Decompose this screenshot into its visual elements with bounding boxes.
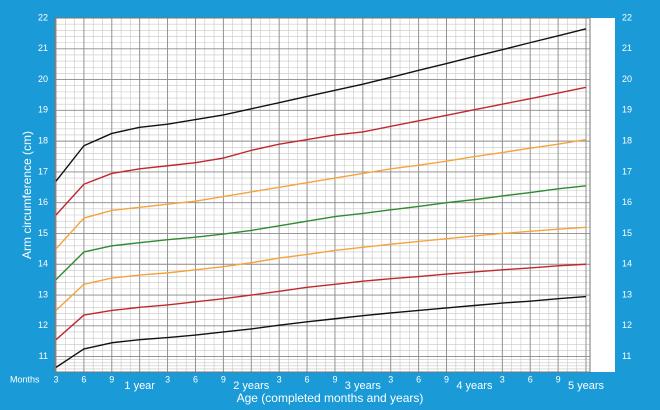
plot-border bbox=[54, 17, 591, 373]
y-tick-label-right: 20 bbox=[622, 74, 632, 84]
y-tick-label-right: 13 bbox=[622, 289, 632, 299]
x-axis-title: Age (completed months and years) bbox=[237, 391, 424, 405]
y-tick-label: 18 bbox=[38, 136, 48, 146]
y-tick-label-right: 19 bbox=[622, 105, 632, 115]
y-tick-label-right: 17 bbox=[622, 166, 632, 176]
y-tick-label: 17 bbox=[38, 166, 48, 176]
series-label: -1 bbox=[600, 221, 611, 235]
y-tick-label: 14 bbox=[38, 259, 48, 269]
y-tick-label: 12 bbox=[38, 320, 48, 330]
y-tick-label-right: 14 bbox=[622, 259, 632, 269]
x-tick-label: 9 bbox=[556, 374, 561, 384]
x-tick-label: 3 bbox=[165, 374, 170, 384]
y-axis-title: Arm circumference (cm) bbox=[20, 131, 34, 259]
x-tick-label: 3 bbox=[500, 374, 505, 384]
series-line bbox=[55, 263, 587, 341]
y-tick-label-right: 21 bbox=[622, 43, 632, 53]
y-tick-label: 22 bbox=[38, 12, 48, 22]
y-tick-label: 16 bbox=[38, 197, 48, 207]
series-label: 1 bbox=[600, 134, 607, 148]
x-tick-label: 2 years bbox=[233, 380, 270, 392]
y-tick-label: 20 bbox=[38, 74, 48, 84]
x-tick-label: 4 years bbox=[456, 380, 493, 392]
x-tick-label: 3 years bbox=[345, 380, 382, 392]
x-tick-label: 3 bbox=[53, 374, 58, 384]
series-line bbox=[55, 138, 587, 250]
x-tick-label: 6 bbox=[193, 374, 198, 384]
series-line bbox=[55, 295, 587, 368]
x-tick-label: 6 bbox=[305, 374, 310, 384]
series-line bbox=[55, 185, 587, 281]
y-tick-label-right: 22 bbox=[622, 12, 632, 22]
x-tick-label: 5 years bbox=[568, 380, 605, 392]
series-label: 2 bbox=[600, 81, 607, 95]
x-tick-label: 1 year bbox=[124, 380, 155, 392]
x-tick-label: 6 bbox=[81, 374, 86, 384]
y-tick-label: 19 bbox=[38, 105, 48, 115]
series-label: -3 bbox=[600, 291, 611, 305]
x-unit-label: Months bbox=[10, 374, 40, 384]
y-tick-label: 11 bbox=[39, 351, 48, 361]
series-line bbox=[55, 28, 587, 182]
series-line bbox=[55, 226, 587, 311]
series-line bbox=[55, 86, 587, 216]
y-tick-label: 13 bbox=[38, 289, 48, 299]
x-tick-label: 3 bbox=[388, 374, 393, 384]
x-tick-label: 9 bbox=[109, 374, 114, 384]
y-tick-label-right: 16 bbox=[622, 197, 632, 207]
y-tick-label-right: 12 bbox=[622, 320, 632, 330]
series-label: -2 bbox=[600, 258, 611, 272]
y-tick-label-right: 18 bbox=[622, 136, 632, 146]
x-tick-label: 9 bbox=[444, 374, 449, 384]
y-tick-label-right: 15 bbox=[622, 228, 632, 238]
x-tick-label: 9 bbox=[332, 374, 337, 384]
series-label: 0 bbox=[600, 180, 607, 194]
x-tick-label: 6 bbox=[528, 374, 533, 384]
y-tick-label: 15 bbox=[38, 228, 48, 238]
y-tick-label: 21 bbox=[38, 43, 48, 53]
y-tick-label-right: 11 bbox=[622, 351, 631, 361]
series-label: 3 bbox=[600, 23, 607, 37]
x-tick-label: 3 bbox=[277, 374, 282, 384]
x-tick-label: 9 bbox=[221, 374, 226, 384]
x-tick-label: 6 bbox=[416, 374, 421, 384]
